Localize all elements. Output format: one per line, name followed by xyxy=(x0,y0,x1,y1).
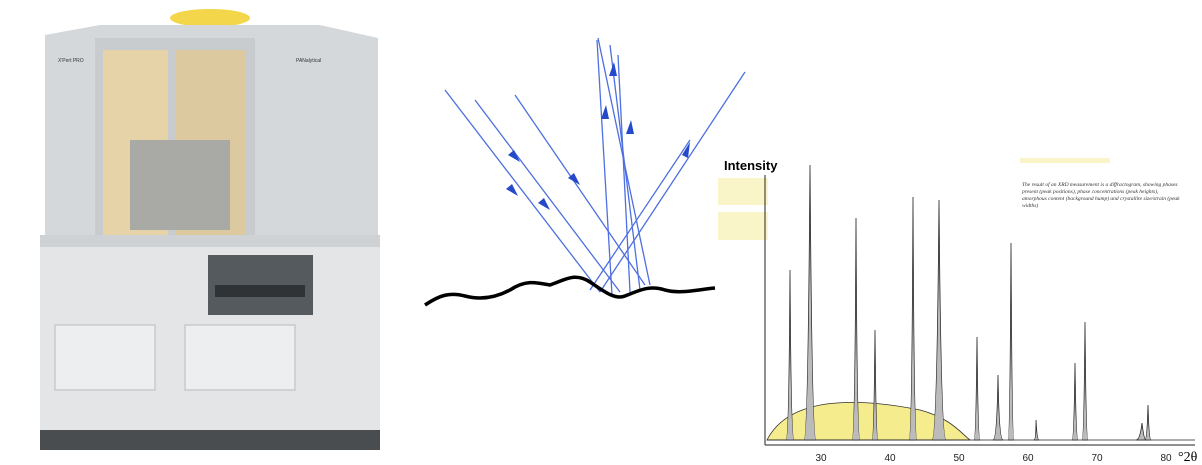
maker-label: PANalytical xyxy=(296,58,321,64)
xrd-machine: X'Pert PRO PANalytical xyxy=(40,9,380,450)
caption: The result of an XRD measurement is a di… xyxy=(1022,182,1180,209)
y-axis-label: Intensity xyxy=(724,158,778,173)
x-tick-label: 80 xyxy=(1160,453,1172,464)
arrowheads xyxy=(506,62,690,210)
x-tick-label: 40 xyxy=(884,453,896,464)
x-tick-label: 30 xyxy=(815,453,827,464)
x-tick-label: 70 xyxy=(1091,453,1103,464)
diffractogram: Intensity °2θ 30 40 50 60 70 80 xyxy=(718,158,1198,465)
brand-label: X'Pert PRO xyxy=(58,58,84,64)
ray-diagram xyxy=(444,37,746,296)
x-axis-label: °2θ xyxy=(1178,450,1198,465)
x-tick-label: 50 xyxy=(953,453,965,464)
x-tick-label: 60 xyxy=(1022,453,1034,464)
surface xyxy=(424,275,716,307)
